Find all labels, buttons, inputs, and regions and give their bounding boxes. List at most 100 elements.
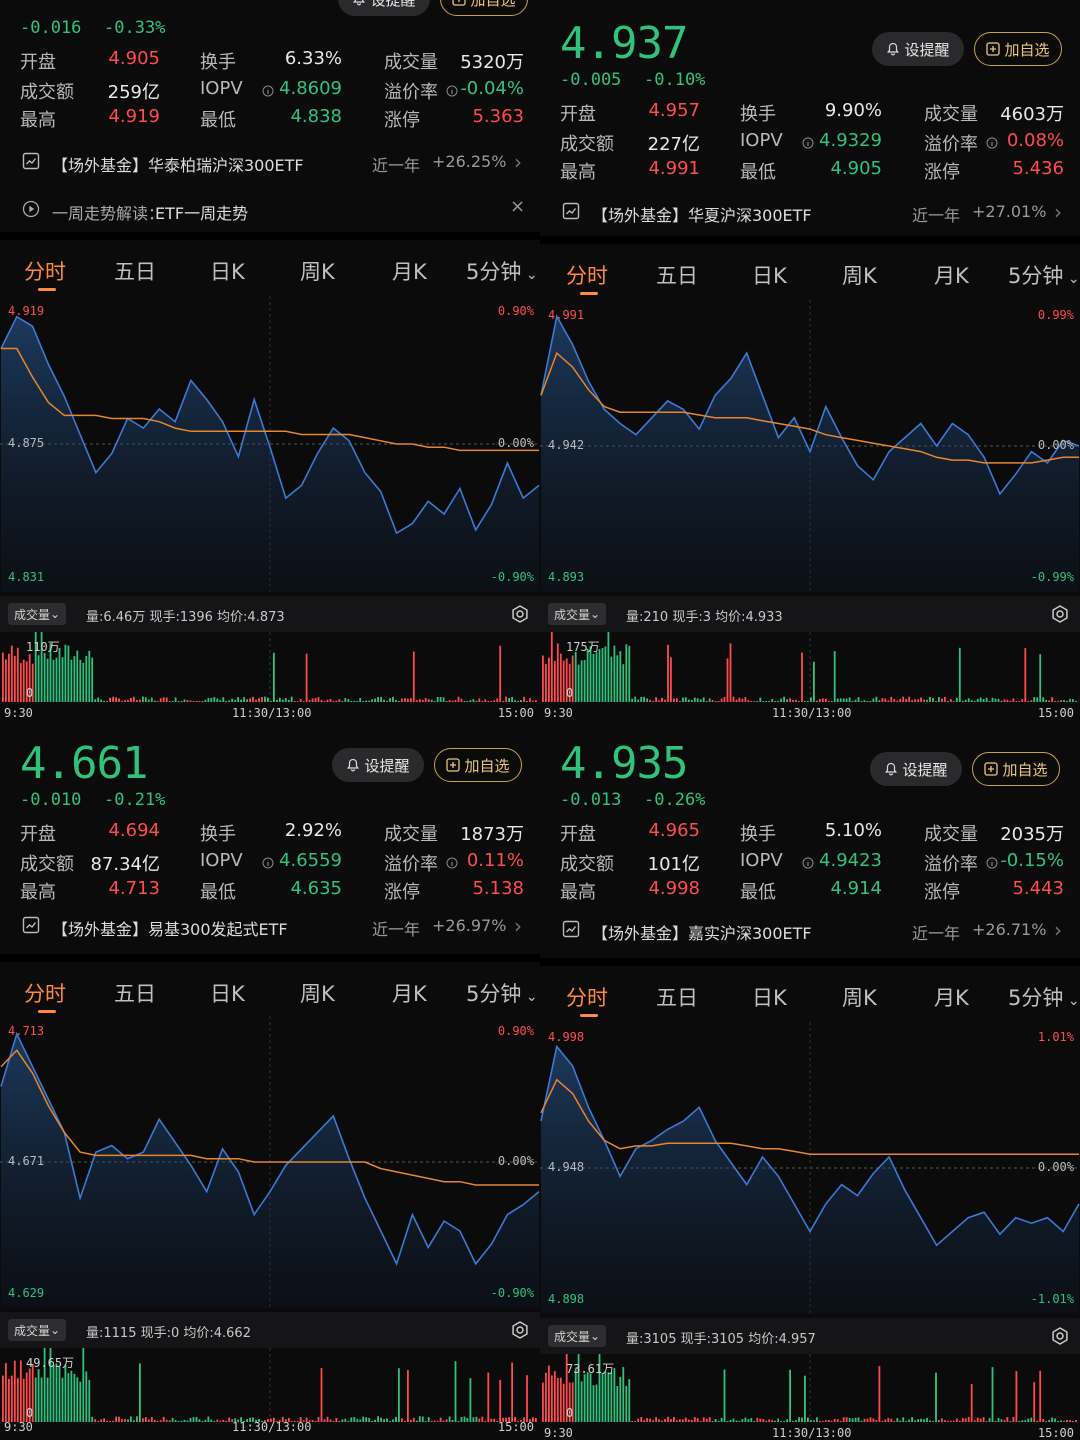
volume-bar	[490, 1418, 493, 1422]
gear-icon[interactable]	[1050, 604, 1070, 624]
set-alert-button[interactable]: 设提醒	[338, 0, 430, 16]
volume-bar	[276, 699, 278, 702]
intraday-chart[interactable]	[540, 1022, 1080, 1314]
volume-bar	[8, 1378, 10, 1422]
tab-five-min[interactable]: 5分钟 ⌄	[466, 260, 538, 284]
volume-bar	[240, 1417, 242, 1422]
active-tab-indicator	[580, 292, 598, 295]
tab-intraday[interactable]: 分时	[24, 260, 66, 284]
volume-bar	[258, 698, 260, 702]
volume-bar	[508, 697, 510, 702]
volume-bar	[28, 654, 31, 702]
volume-bar	[994, 698, 997, 702]
fund-link[interactable]: 【场外基金】华夏沪深300ETF	[592, 206, 812, 225]
info-icon[interactable]	[986, 854, 998, 873]
volume-bar	[813, 661, 815, 702]
tab-monthly[interactable]: 月K	[392, 260, 427, 284]
volume-bar	[1042, 1419, 1045, 1422]
intraday-chart[interactable]	[0, 296, 540, 592]
tab-intraday[interactable]: 分时	[566, 264, 608, 288]
set-alert-button[interactable]: 设提醒	[872, 32, 964, 66]
chevron-right-icon[interactable]: ›	[1054, 918, 1062, 942]
tab-weekly[interactable]: 周K	[300, 982, 335, 1006]
info-icon[interactable]	[986, 134, 998, 153]
notice-text[interactable]: ETF一周走势	[155, 204, 249, 223]
info-icon[interactable]	[802, 134, 814, 153]
time-start-label: 9:30	[4, 706, 33, 720]
volume-bar	[854, 1417, 857, 1422]
volume-bar	[511, 697, 513, 702]
chevron-right-icon[interactable]: ›	[514, 150, 522, 174]
intraday-chart[interactable]	[540, 300, 1080, 592]
set-alert-button[interactable]: 设提醒	[870, 752, 962, 786]
tab-five-min[interactable]: 5分钟 ⌄	[466, 982, 538, 1006]
volume-bar	[341, 701, 344, 702]
tab-five-day[interactable]: 五日	[114, 260, 156, 284]
info-icon[interactable]	[262, 854, 274, 873]
add-favorite-button[interactable]: 加自选	[440, 0, 528, 16]
tab-intraday[interactable]: 分时	[24, 982, 66, 1006]
intraday-chart[interactable]	[0, 1016, 540, 1308]
volume-bar	[13, 1360, 16, 1422]
tab-five-day[interactable]: 五日	[114, 982, 156, 1006]
tab-monthly[interactable]: 月K	[934, 264, 969, 288]
add-favorite-button[interactable]: 加自选	[972, 752, 1060, 786]
gear-icon[interactable]	[1050, 1326, 1070, 1346]
volume-bar	[878, 700, 881, 702]
tab-five-day[interactable]: 五日	[656, 264, 698, 288]
volume-selector[interactable]: 成交量 ⌄	[8, 603, 67, 625]
volume-bar	[118, 1416, 120, 1422]
volume-bar	[389, 698, 391, 702]
info-icon[interactable]	[446, 854, 458, 873]
volume-bar	[70, 1370, 73, 1422]
tab-weekly[interactable]: 周K	[300, 260, 335, 284]
volume-bar	[732, 1418, 735, 1422]
tab-daily[interactable]: 日K	[210, 982, 245, 1006]
add-favorite-button[interactable]: 加自选	[434, 748, 522, 782]
stat-label-premium: 溢价率	[384, 854, 438, 875]
tab-daily[interactable]: 日K	[752, 264, 787, 288]
add-favorite-button[interactable]: 加自选	[974, 32, 1062, 66]
fund-link[interactable]: 【场外基金】易基300发起式ETF	[52, 920, 288, 939]
tab-weekly[interactable]: 周K	[842, 264, 877, 288]
volume-selector[interactable]: 成交量 ⌄	[548, 603, 607, 625]
close-icon[interactable]: ×	[510, 196, 526, 217]
volume-bar	[839, 698, 842, 702]
gear-icon[interactable]	[510, 604, 530, 624]
set-alert-button[interactable]: 设提醒	[332, 748, 424, 782]
volume-bar	[192, 701, 195, 702]
volume-bar	[2, 652, 4, 702]
volume-selector[interactable]: 成交量 ⌄	[8, 1319, 67, 1341]
volume-bar	[302, 701, 305, 702]
volume-bar	[693, 697, 696, 702]
chevron-down-icon: ⌄	[50, 1323, 61, 1337]
chevron-right-icon[interactable]: ›	[1054, 200, 1062, 224]
volume-info: 量:6.46万 现手:1396 均价:4.873	[86, 610, 285, 625]
gear-icon[interactable]	[510, 1320, 530, 1340]
volume-bar	[70, 659, 73, 702]
tab-weekly[interactable]: 周K	[842, 986, 877, 1010]
volume-selector[interactable]: 成交量 ⌄	[548, 1325, 607, 1347]
tab-daily[interactable]: 日K	[210, 260, 245, 284]
volume-bar	[967, 1416, 970, 1422]
tab-five-min[interactable]: 5分钟 ⌄	[1008, 986, 1080, 1010]
fund-link[interactable]: 【场外基金】嘉实沪深300ETF	[592, 924, 812, 943]
volume-bar	[478, 698, 481, 702]
tab-intraday[interactable]: 分时	[566, 986, 608, 1010]
tab-five-day[interactable]: 五日	[656, 986, 698, 1010]
volume-bar	[613, 1368, 616, 1422]
tab-monthly[interactable]: 月K	[934, 986, 969, 1010]
info-icon[interactable]	[446, 82, 458, 101]
volume-bar	[905, 1421, 908, 1422]
chevron-right-icon[interactable]: ›	[514, 914, 522, 938]
tab-monthly[interactable]: 月K	[392, 982, 427, 1006]
volume-bar	[747, 1419, 750, 1422]
info-icon[interactable]	[262, 82, 274, 101]
volume-bar	[359, 1419, 362, 1422]
volume-bar	[153, 700, 156, 702]
tab-daily[interactable]: 日K	[752, 986, 787, 1010]
info-icon[interactable]	[802, 854, 814, 873]
fund-link[interactable]: 【场外基金】华泰柏瑞沪深300ETF	[52, 156, 304, 175]
tab-five-min[interactable]: 5分钟 ⌄	[1008, 264, 1080, 288]
volume-bar	[756, 1417, 759, 1422]
